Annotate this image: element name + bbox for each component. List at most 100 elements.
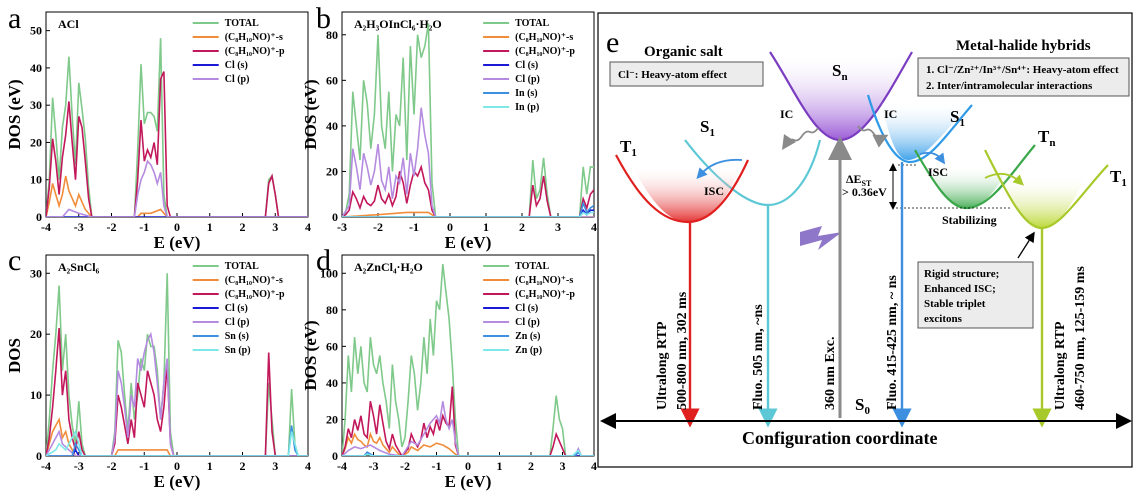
y-axis-label: DOS (eV): [301, 79, 320, 149]
legend-label: (C₈H₁₀NO)⁺-s: [515, 32, 573, 43]
x-tick-label: -1: [139, 459, 149, 473]
series-line-0: [46, 38, 308, 217]
y-tick-label: 60: [326, 339, 338, 353]
x-tick-label: 3: [272, 220, 278, 234]
rigid-box-pointer: [1017, 231, 1035, 259]
legend-label: In (p): [515, 102, 539, 113]
x-tick-label: -4: [41, 220, 51, 234]
state-s1-left: S1: [700, 117, 715, 139]
x-tick-label: 2: [528, 459, 534, 473]
panel-letter-b: b: [316, 2, 331, 35]
rtp-right-line1: Ultralong RTP: [1053, 321, 1068, 410]
rigid-box-line2: Enhanced ISC;: [924, 283, 996, 295]
y-tick-label: 0: [36, 210, 42, 224]
rigid-box-line1: Rigid structure;: [924, 268, 999, 280]
x-tick-label: 0: [465, 459, 471, 473]
y-tick-label: 50: [30, 24, 42, 38]
s1-right-well-fill: [880, 100, 970, 160]
y-tick-label: 40: [30, 61, 42, 75]
x-tick-label: -4: [41, 459, 51, 473]
fluo-left-label: Fluo. 505 nm, ~ns: [751, 304, 766, 410]
panel-title: ACl: [58, 17, 79, 31]
x-tick-label: 0: [447, 220, 453, 234]
legend-label: (C₈H₁₀NO)⁺-s: [515, 275, 573, 286]
state-t1-left: T1: [620, 137, 637, 159]
metal-box-line2: 2. Inter/intramolecular interactions: [926, 80, 1093, 92]
x-tick-label: 3: [560, 459, 566, 473]
series-line-6: [46, 429, 308, 456]
tn-curve: [914, 144, 1036, 210]
y-tick-label: 40: [326, 119, 338, 133]
series-line-5: [46, 425, 308, 456]
legend-label: Sn (s): [225, 331, 249, 342]
lightning-icon: [800, 226, 842, 250]
x-tick-label: -2: [373, 220, 383, 234]
x-tick-label: 1: [483, 220, 489, 234]
y-tick-label: 0: [332, 210, 338, 224]
energy-diagram: Organic salt Metal-halide hybrids Cl⁻: H…: [597, 12, 1133, 468]
y-tick-label: 20: [326, 412, 338, 426]
metal-halide-title: Metal-halide hybrids: [956, 38, 1091, 54]
rigid-box-line3: Stable triplet: [924, 298, 986, 310]
x-axis-label: E (eV): [154, 233, 201, 252]
panel-letter-d: d: [316, 244, 331, 277]
x-tick-label: 2: [240, 459, 246, 473]
legend-label: In (s): [515, 88, 538, 99]
x-tick-label: 3: [272, 459, 278, 473]
panel-letter-e: e: [606, 26, 619, 59]
x-tick-label: -1: [432, 459, 442, 473]
series-line-1: [342, 431, 594, 456]
x-tick-label: -2: [400, 459, 410, 473]
series-line-1: [342, 211, 594, 217]
t1-left-well-fill: [632, 165, 742, 222]
series-line-6: [342, 449, 594, 456]
sn-well-fill: [770, 52, 912, 140]
legend-label: TOTAL: [225, 261, 259, 272]
series-line-4: [46, 331, 308, 456]
ic-left-arrow: [782, 127, 819, 150]
series-line-2: [46, 71, 308, 217]
delta-est-value: > 0.36eV: [842, 185, 887, 199]
x-tick-label: 2: [519, 220, 525, 234]
series-line-1: [46, 417, 308, 456]
state-sn: Sn: [832, 61, 848, 83]
series-line-0: [342, 23, 594, 217]
y-tick-label: 30: [30, 266, 42, 280]
x-tick-label: 1: [207, 220, 213, 234]
x-tick-label: 1: [207, 459, 213, 473]
legend-label: Cl (s): [515, 60, 538, 71]
y-tick-label: 80: [326, 28, 338, 42]
isc-left-arrow: [696, 158, 743, 180]
isc-right-label: ISC: [928, 165, 948, 179]
metal-box-line1: 1. Cl⁻/Zn²⁺/In³⁺/Sn⁴⁺: Heavy-atom effect: [926, 64, 1119, 76]
y-tick-label: 0: [332, 449, 338, 463]
y-tick-label: 0: [36, 449, 42, 463]
series-line-3: [46, 448, 308, 456]
state-t1-right: T1: [1110, 167, 1127, 189]
legend-label: Zn (p): [515, 345, 542, 356]
series-line-0: [342, 264, 594, 456]
series-line-3: [342, 208, 594, 217]
legend-label: Zn (s): [515, 331, 540, 342]
state-tn: Tn: [1038, 127, 1055, 149]
series-line-4: [342, 401, 594, 456]
x-tick-label: 1: [497, 459, 503, 473]
fluo-right-label: Fluo. 415-425 nm, ~ ns: [885, 275, 900, 410]
legend-label: (C₈H₁₀NO)⁺-s: [225, 275, 283, 286]
isc-right-arrow: [919, 151, 946, 165]
x-axis-label: E (eV): [445, 233, 492, 252]
x-axis-label: E (eV): [445, 472, 492, 491]
y-tick-label: 20: [30, 327, 42, 341]
x-tick-label: -3: [369, 459, 379, 473]
legend-label: Cl (p): [515, 74, 540, 85]
x-tick-label: -2: [107, 459, 117, 473]
y-tick-label: 20: [30, 135, 42, 149]
t1-right-curve: [984, 149, 1109, 230]
x-tick-label: -4: [337, 459, 347, 473]
legend-label: (C₈H₁₀NO)⁺-p: [515, 289, 575, 300]
configuration-label: Configuration coordinate: [742, 428, 938, 448]
panel-letter-a: a: [8, 2, 21, 35]
x-tick-label: 4: [305, 220, 311, 234]
x-tick-label: -2: [107, 220, 117, 234]
